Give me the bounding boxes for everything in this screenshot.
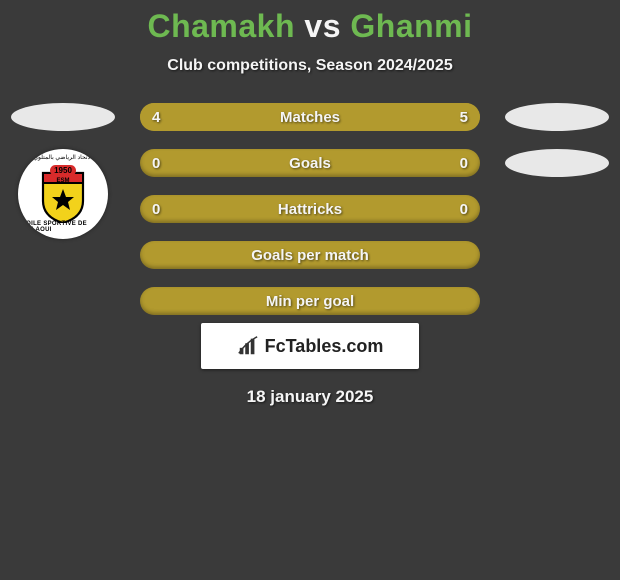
left-club-badge: الاتحاد الرياضي بالمتلوي 1950 ESM ETOILE… (18, 149, 108, 239)
bar-label: Min per goal (266, 293, 354, 310)
bar-left-value: 0 (152, 155, 160, 172)
stat-bar: 0 0 Hattricks (140, 195, 480, 223)
right-player-ellipse (505, 103, 609, 131)
stat-bar: Goals per match (140, 241, 480, 269)
branding-box: FcTables.com (201, 323, 419, 369)
right-club-ellipse (505, 149, 609, 177)
left-side: الاتحاد الرياضي بالمتلوي 1950 ESM ETOILE… (8, 103, 118, 239)
bars-column: 4 5 Matches 0 0 Goals 0 0 Hattricks Goals per mat… (118, 103, 502, 315)
bar-right-value: 5 (460, 109, 468, 126)
bar-right-value: 0 (460, 155, 468, 172)
date-label: 18 january 2025 (0, 387, 620, 407)
badge-shield-icon: ESM (39, 171, 87, 223)
bar-right-value: 0 (460, 201, 468, 218)
bar-label: Hattricks (278, 201, 342, 218)
bar-chart-icon (237, 335, 259, 357)
title-player1: Chamakh (147, 8, 295, 44)
branding-text: FcTables.com (265, 336, 384, 357)
left-player-ellipse (11, 103, 115, 131)
bar-fill-left (140, 103, 290, 131)
bar-left-value: 4 (152, 109, 160, 126)
comparison-body: الاتحاد الرياضي بالمتلوي 1950 ESM ETOILE… (0, 103, 620, 315)
title-vs: vs (295, 8, 350, 44)
content-wrapper: Chamakh vs Ghanmi Club competitions, Sea… (0, 0, 620, 580)
stat-bar: Min per goal (140, 287, 480, 315)
stat-bar: 0 0 Goals (140, 149, 480, 177)
right-side (502, 103, 612, 177)
svg-text:ESM: ESM (56, 178, 69, 184)
branding-row: FcTables.com (0, 315, 620, 369)
bar-label: Matches (280, 109, 340, 126)
bar-left-value: 0 (152, 201, 160, 218)
badge-year: 1950 (50, 165, 76, 176)
bar-label: Goals (289, 155, 331, 172)
stat-bar: 4 5 Matches (140, 103, 480, 131)
page-title: Chamakh vs Ghanmi (0, 0, 620, 45)
title-player2: Ghanmi (350, 8, 472, 44)
bar-label: Goals per match (251, 247, 369, 264)
subtitle: Club competitions, Season 2024/2025 (0, 57, 620, 75)
badge-bottom-text: ETOILE SPORTIVE DE METLAOUI (18, 221, 108, 233)
badge-arabic-text: الاتحاد الرياضي بالمتلوي (33, 154, 92, 161)
